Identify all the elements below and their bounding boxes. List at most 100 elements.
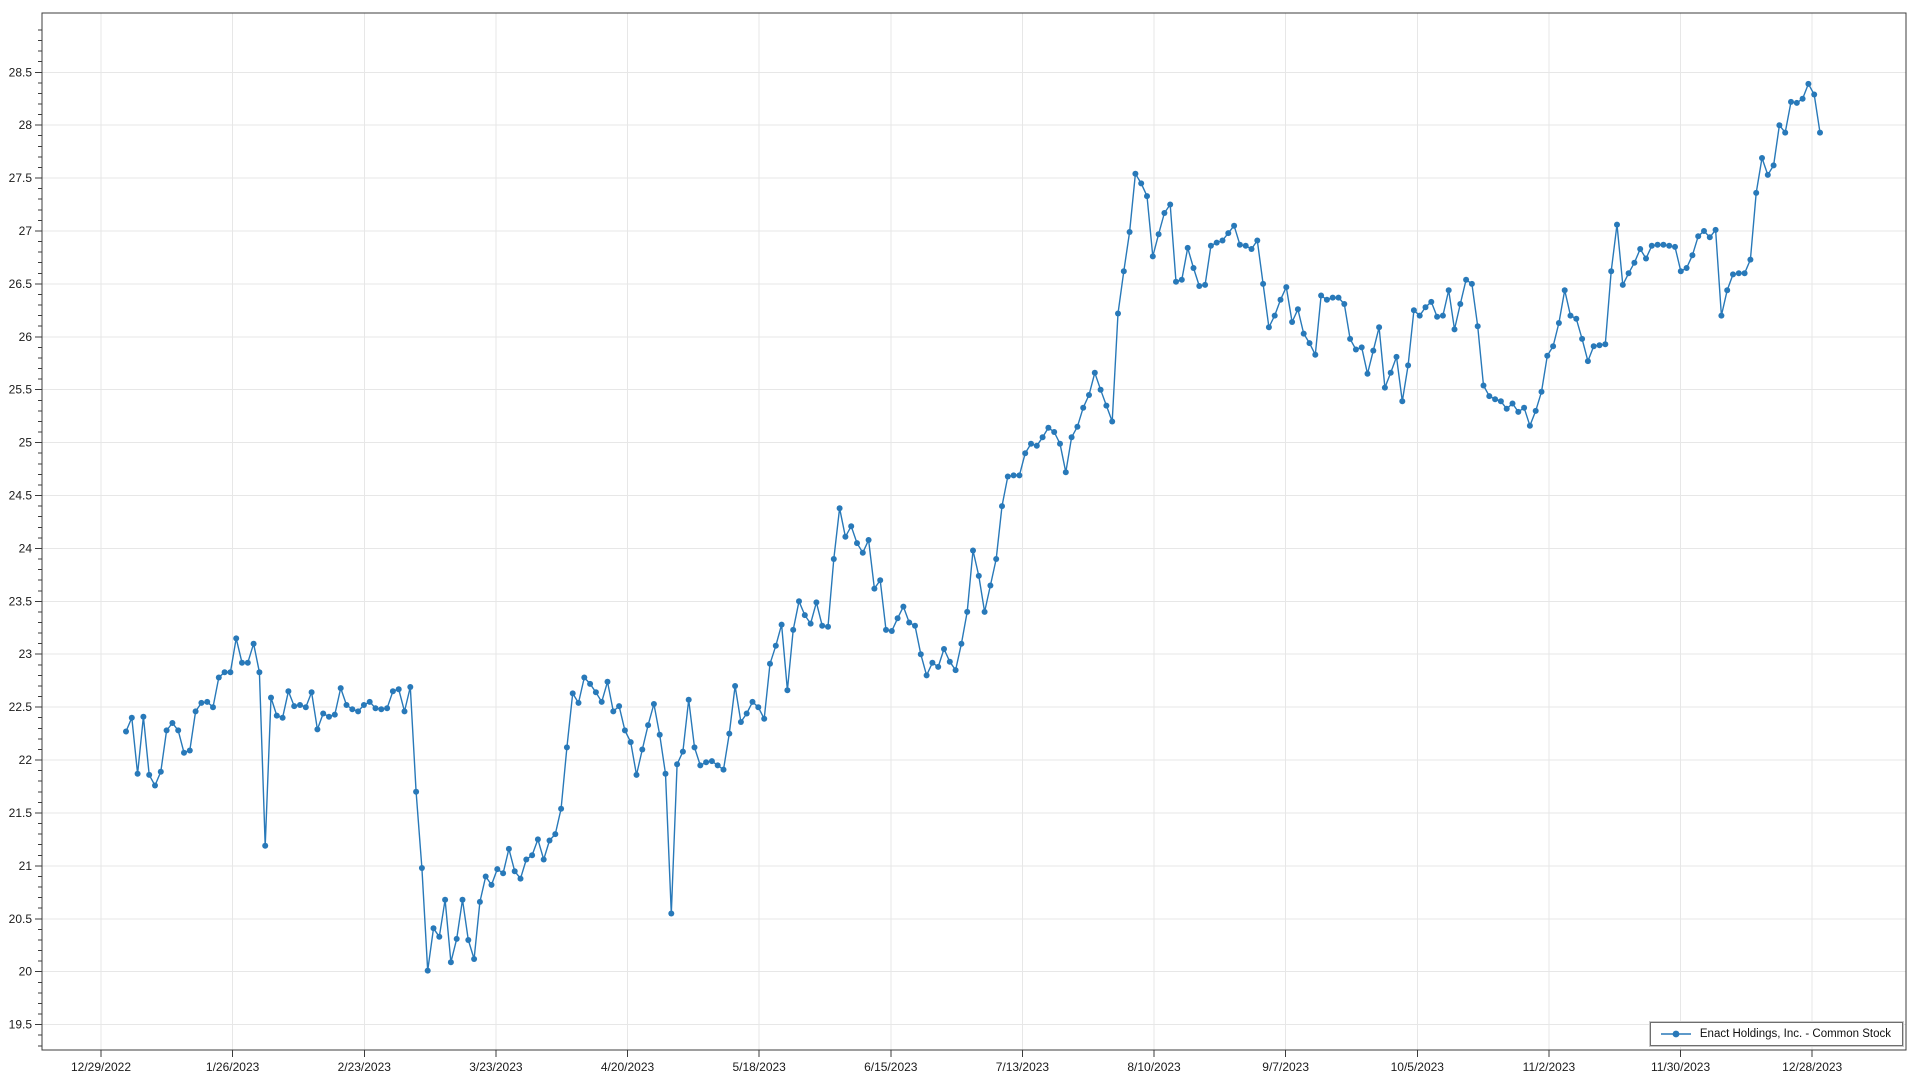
data-point-marker	[563, 744, 570, 751]
data-point-marker	[877, 577, 884, 584]
data-point-marker	[1683, 265, 1690, 271]
data-point-marker	[157, 768, 164, 775]
data-point-marker	[819, 622, 826, 629]
data-point-marker	[1695, 233, 1702, 240]
data-point-marker	[1341, 301, 1348, 307]
data-point-marker	[233, 635, 240, 642]
data-point-marker	[621, 727, 628, 734]
data-point-marker	[575, 699, 582, 706]
data-point-marker	[244, 659, 251, 666]
y-axis-tick-labels: 19.5 20 20.5 21 21.5 22 22.5 23 23.5 24 24.5 25 25.5…	[9, 65, 33, 1031]
data-point-marker	[186, 747, 193, 754]
data-point-marker	[256, 669, 263, 676]
y-tick-label: 25.5	[9, 383, 33, 397]
data-point-marker	[964, 608, 971, 615]
x-tick-label: 1/26/2023	[206, 1060, 260, 1074]
data-point-marker	[1207, 242, 1214, 249]
data-point-marker	[215, 674, 222, 681]
data-point-marker	[1730, 271, 1736, 278]
data-point-marker	[1132, 170, 1139, 177]
data-point-marker	[1381, 384, 1388, 391]
data-point-marker	[494, 866, 501, 873]
data-point-marker	[645, 722, 652, 729]
legend: Enact Holdings, Inc. - Common Stock	[1648, 1021, 1905, 1047]
data-point-marker	[227, 669, 234, 676]
data-point-marker	[262, 842, 269, 849]
data-point-marker	[163, 727, 170, 734]
data-point-marker	[958, 640, 965, 647]
y-tick-label: 28	[19, 118, 33, 132]
data-point-marker	[476, 898, 483, 905]
data-point-marker	[511, 868, 518, 875]
data-point-marker	[1706, 234, 1713, 241]
data-point-marker	[650, 701, 657, 707]
data-point-marker	[708, 758, 715, 765]
x-tick-label: 10/5/2023	[1391, 1060, 1445, 1074]
data-point-marker	[610, 708, 617, 715]
y-tick-label: 28.5	[9, 65, 33, 79]
data-point-marker	[534, 836, 541, 843]
data-point-marker	[1202, 281, 1209, 288]
data-point-marker	[1648, 242, 1655, 249]
data-point-marker	[685, 696, 692, 703]
data-point-marker	[123, 728, 129, 735]
data-point-marker	[865, 537, 872, 543]
data-point-marker	[1219, 237, 1226, 244]
data-point-marker	[1817, 129, 1823, 136]
x-axis-tick-labels: 12/29/2022 1/26/2023 2/23/2023 3/23/2023 4/2…	[71, 1060, 1843, 1074]
data-point-marker	[146, 771, 153, 778]
data-point-marker	[1561, 287, 1568, 294]
y-tick-label: 20.5	[9, 912, 33, 926]
data-point-marker	[1283, 284, 1290, 291]
data-point-marker	[906, 619, 913, 626]
x-tick-label: 11/30/2023	[1651, 1060, 1710, 1074]
data-point-marker	[1318, 292, 1325, 299]
data-point-marker	[204, 698, 211, 705]
data-point-marker	[378, 706, 385, 713]
data-point-marker	[465, 937, 472, 943]
data-point-marker	[1376, 324, 1383, 331]
data-point-marker	[1323, 296, 1330, 303]
data-point-marker	[627, 739, 634, 746]
data-point-marker	[1614, 221, 1620, 228]
data-point-marker	[1103, 402, 1110, 409]
data-point-marker	[848, 523, 855, 530]
data-point-marker	[1457, 301, 1464, 307]
data-point-marker	[1660, 241, 1667, 248]
data-point-marker	[505, 845, 512, 852]
data-point-marker	[1097, 386, 1104, 393]
data-point-marker	[1463, 276, 1470, 283]
data-point-marker	[871, 585, 878, 592]
data-point-marker	[268, 694, 274, 701]
x-tick-label: 6/15/2023	[864, 1060, 918, 1074]
data-point-marker	[1028, 440, 1034, 447]
data-point-marker	[192, 708, 199, 715]
data-point-marker	[1155, 231, 1162, 238]
data-point-marker	[656, 731, 663, 738]
x-tick-label: 2/23/2023	[338, 1060, 392, 1074]
data-point-marker	[529, 852, 536, 859]
data-point-marker	[830, 556, 837, 562]
data-point-marker	[1126, 229, 1133, 235]
data-point-marker	[1596, 342, 1603, 349]
data-point-marker	[442, 896, 449, 903]
data-point-marker	[413, 788, 420, 795]
data-point-marker	[1405, 362, 1412, 369]
data-point-marker	[482, 873, 489, 880]
data-point-marker	[1735, 270, 1742, 277]
data-point-marker	[314, 726, 321, 733]
data-point-marker	[784, 687, 791, 694]
data-point-marker	[1225, 230, 1232, 237]
data-point-marker	[674, 761, 681, 768]
data-point-marker	[308, 689, 315, 696]
data-point-marker	[1022, 450, 1029, 457]
data-point-marker	[743, 710, 750, 717]
data-point-marker	[981, 608, 988, 615]
data-point-marker	[999, 503, 1005, 510]
data-point-marker	[546, 837, 553, 844]
data-point-marker	[767, 660, 773, 667]
data-point-marker	[790, 626, 797, 633]
data-point-marker	[1149, 253, 1156, 260]
gridlines	[42, 13, 1906, 1050]
